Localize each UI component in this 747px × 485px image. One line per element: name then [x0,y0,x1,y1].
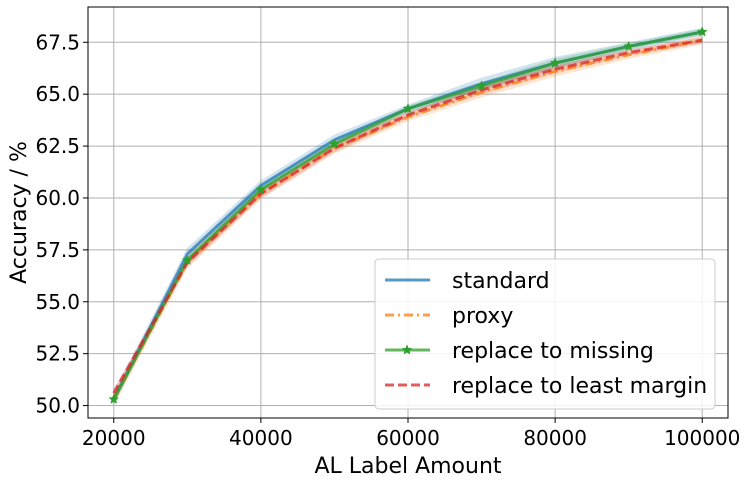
x-tick-label: 20000 [82,426,146,450]
data-point-replace-to-missing [476,80,487,91]
y-tick-label: 60.0 [35,186,80,210]
x-tick-label: 40000 [229,426,293,450]
legend-marker-replace-to-missing [401,344,413,355]
y-axis-ticks: 50.0 52.5 55.0 57.5 60.0 62.5 65.0 67.5 [35,30,88,418]
x-tick-label: 60000 [376,426,440,450]
series-markers [108,26,708,404]
x-tick-label: 100000 [664,426,740,450]
legend: standard proxy replace to missing replace t… [374,258,716,410]
legend-label-replace-to-least-margin: replace to least margin [452,374,707,399]
y-tick-label: 67.5 [35,30,80,54]
data-point-replace-to-missing [108,393,120,404]
data-point-replace-to-missing [623,40,635,52]
y-axis-title: Accuracy / % [7,141,32,284]
y-tick-label: 55.0 [35,290,80,314]
y-tick-label: 57.5 [35,238,80,262]
data-point-replace-to-missing [255,184,267,195]
data-point-replace-to-missing [696,26,708,37]
data-point-replace-to-missing [181,254,193,265]
data-point-replace-to-missing [402,103,414,114]
series-line-replace-to-least-margin [112,38,703,394]
legend-label-proxy: proxy [452,304,513,329]
data-point-replace-to-missing [549,57,561,68]
x-axis-title: AL Label Amount [314,454,501,479]
x-axis-ticks: 20000 40000 60000 80000 100000 [82,418,740,450]
legend-box [374,258,716,410]
y-tick-label: 65.0 [35,82,80,106]
data-point-replace-to-missing [329,138,340,149]
legend-label-replace-to-missing: replace to missing [452,339,654,364]
legend-label-standard: standard [452,269,550,294]
series-line-proxy [112,38,703,401]
y-tick-label: 62.5 [35,134,80,158]
x-tick-label: 80000 [523,426,587,450]
y-tick-label: 50.0 [35,394,80,418]
y-tick-label: 52.5 [35,342,80,366]
